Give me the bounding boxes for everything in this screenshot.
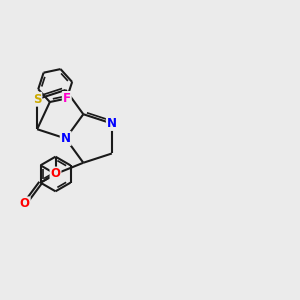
Text: S: S — [33, 93, 41, 106]
Text: N: N — [107, 117, 117, 130]
Text: F: F — [63, 92, 71, 105]
Text: O: O — [50, 167, 61, 181]
Text: N: N — [61, 132, 71, 145]
Text: O: O — [20, 197, 30, 210]
